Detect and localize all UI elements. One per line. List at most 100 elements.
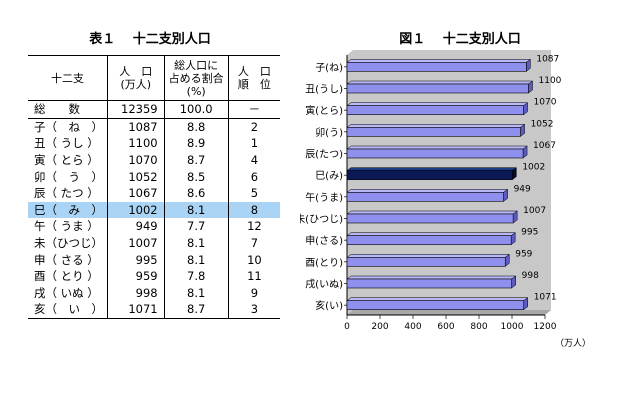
- cell-population: 1087: [107, 118, 165, 136]
- bar: [346, 192, 504, 202]
- table-row: 子（ ね ） 1087 8.8 2: [28, 118, 280, 136]
- cell-population: 1100: [107, 135, 165, 152]
- cell-rank: 4: [250, 153, 259, 168]
- cell-rank: 9: [250, 285, 259, 300]
- data-label: 949: [514, 184, 531, 194]
- category-label: 戌(いぬ): [305, 278, 343, 291]
- bar: [346, 127, 521, 137]
- cell-population: 959: [107, 267, 165, 285]
- cell-sign: 巳（ み ）: [28, 201, 108, 219]
- cell-share: 8.6: [164, 184, 229, 202]
- cell-sign: 午（ うま ）: [28, 218, 108, 235]
- cell-share: 8.1: [164, 234, 229, 252]
- header-population-line2: (万人): [120, 78, 152, 91]
- bar-top: [346, 102, 529, 106]
- cell-share: 8.7: [164, 151, 229, 169]
- bar: [346, 235, 512, 245]
- cell-rank: 5: [250, 186, 259, 201]
- header-population-line1: 人 口: [119, 65, 153, 78]
- header-population: 人 口 (万人): [107, 55, 165, 101]
- cell-sign: 酉（ とり ）: [28, 267, 108, 285]
- x-tick-label: 800: [470, 322, 487, 332]
- table-row: 亥（ い ） 1071 8.7 3: [28, 301, 280, 319]
- data-label: 959: [515, 249, 532, 259]
- cell-population: 1071: [107, 301, 165, 319]
- category-label: 子(ね): [315, 62, 343, 74]
- cell-share: 8.1: [164, 201, 229, 219]
- bar-top: [346, 275, 517, 280]
- cell-sign: 戌（ いぬ ）: [28, 284, 108, 302]
- bar-top: [346, 232, 516, 236]
- cell-sign: 未（ひつじ）: [28, 234, 108, 252]
- cell-share: 7.7: [164, 218, 229, 235]
- header-sign: 十二支: [28, 55, 108, 101]
- cell-sign: 辰（ たつ ）: [28, 184, 108, 202]
- table-row: 未（ひつじ） 1007 8.1 7: [28, 234, 280, 252]
- bar: [346, 213, 514, 224]
- table-title: 表１ 十二支別人口: [89, 32, 211, 47]
- bar-top: [346, 254, 510, 258]
- table-row: 戌（ いぬ ） 998 8.1 9: [28, 284, 280, 302]
- cell-population: 1067: [107, 184, 165, 202]
- header-share-line3: (%): [186, 84, 206, 98]
- table-row: 酉（ とり ） 959 7.8 11: [28, 267, 280, 285]
- cell-share: 8.1: [164, 251, 229, 268]
- bar-top: [346, 189, 509, 193]
- category-label: 寅(とら): [305, 104, 343, 117]
- bar: [346, 257, 506, 267]
- cell-population: 998: [107, 284, 165, 302]
- plot-floor: [347, 310, 551, 315]
- data-label: 995: [521, 228, 538, 238]
- bar: [346, 62, 527, 72]
- plot-background: [347, 50, 551, 315]
- cell-rank: 12: [247, 219, 262, 234]
- bar: [346, 148, 524, 159]
- header-share: 総人口に 占める割合 (%): [164, 55, 229, 101]
- category-label: 申(さる): [305, 234, 343, 247]
- bar-top: [346, 145, 528, 150]
- data-label: 1087: [536, 54, 559, 64]
- cell-rank: 10: [247, 252, 262, 267]
- cell-sign: 丑（ うし ）: [28, 135, 108, 152]
- data-label: 1007: [523, 206, 546, 216]
- x-tick-label: 1000: [501, 322, 524, 332]
- bar-top: [346, 297, 529, 301]
- data-label: 1071: [534, 293, 557, 303]
- cell-share: 8.7: [164, 301, 229, 319]
- data-label: 1067: [533, 141, 556, 151]
- category-label: 丑(うし): [305, 84, 343, 96]
- table-row: 丑（ うし ） 1100 8.9 1: [28, 135, 280, 152]
- table-row: 卯（ う ） 1052 8.5 6: [28, 168, 280, 185]
- data-label: 1100: [539, 76, 562, 86]
- header-rank: 人 口 順 位: [228, 55, 280, 101]
- x-tick-label: 1200: [534, 322, 557, 332]
- header-share-line1: 総人口に: [174, 58, 219, 72]
- bar-top: [346, 59, 532, 63]
- cell-share: 100.0: [164, 100, 229, 119]
- bar: [346, 300, 525, 310]
- table-body: 総 数 12359 100.0 －子（ ね ） 1087 8.8 2 丑（ うし ） 1100 8…: [28, 100, 280, 319]
- bar-top: [346, 124, 526, 128]
- x-tick-label: 200: [371, 322, 388, 332]
- bar-top: [346, 80, 534, 85]
- cell-sign: 卯（ う ）: [28, 168, 108, 185]
- cell-population: 949: [107, 218, 165, 235]
- cell-population: 1007: [107, 234, 165, 252]
- x-axis-unit-label: （万人）: [555, 339, 592, 349]
- cell-rank: 6: [250, 169, 259, 184]
- table-total-row: 総 数 12359 100.0 －: [28, 100, 280, 119]
- table-row: 辰（ たつ ） 1067 8.6 5: [28, 184, 280, 202]
- data-label: 1002: [522, 163, 545, 173]
- cell-sign: 亥（ い ）: [28, 301, 108, 319]
- cell-population: 1002: [107, 201, 165, 219]
- cell-rank: 8: [228, 201, 280, 219]
- data-label: 1052: [531, 119, 554, 129]
- category-label: 卯(う): [315, 127, 343, 139]
- cell-sign: 総 数: [28, 100, 108, 119]
- x-tick-label: 0: [344, 322, 350, 332]
- bar-top: [346, 210, 518, 215]
- cell-share: 7.8: [164, 267, 229, 285]
- cell-rank: 3: [228, 301, 280, 319]
- header-share-line2: 占める割合: [168, 71, 224, 85]
